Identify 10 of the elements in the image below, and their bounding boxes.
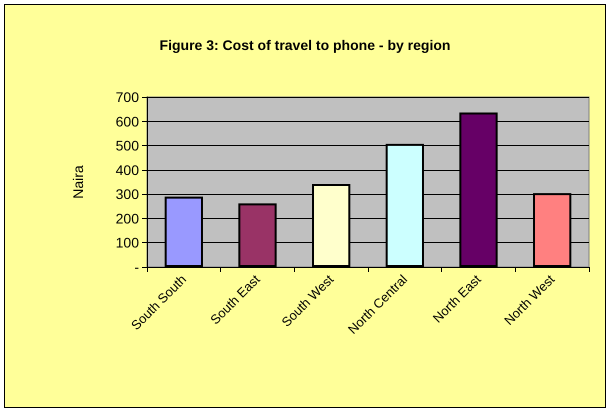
y-axis-title: Naira xyxy=(70,165,86,199)
y-tick-label: 300 xyxy=(116,186,140,202)
y-tick-label: 600 xyxy=(116,113,140,130)
y-tick-label: 700 xyxy=(116,89,140,105)
y-tick-label: 400 xyxy=(116,162,140,178)
y-tick-label: 200 xyxy=(116,210,140,226)
y-tick-label: 500 xyxy=(116,138,140,154)
y-tick-label: - xyxy=(134,259,140,275)
chart-title: Figure 3: Cost of travel to phone - by region xyxy=(160,37,450,53)
y-tick-label: 100 xyxy=(116,234,140,251)
